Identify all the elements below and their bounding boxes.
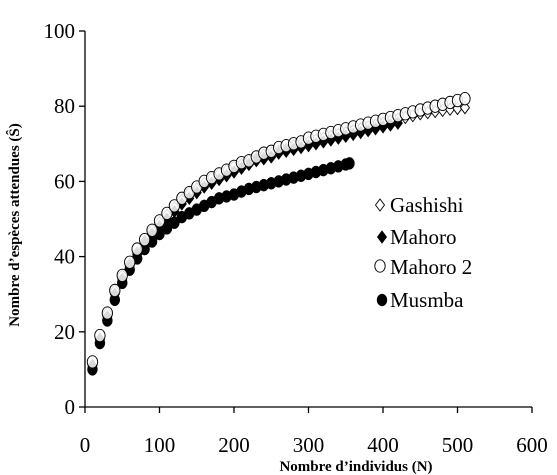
x-tick-label: 600 <box>516 433 548 457</box>
x-axis-title: Nombre d’individus (N) <box>279 459 432 475</box>
x-tick-label: 400 <box>367 433 399 457</box>
series-mahoro-2 <box>86 92 471 369</box>
data-point <box>94 328 106 343</box>
x-tick-label: 100 <box>144 433 176 457</box>
data-point <box>116 268 128 283</box>
legend: Gashishi Mahoro Mahoro 2 Musmba <box>374 193 472 312</box>
data-point <box>161 206 173 221</box>
legend-item: Gashishi <box>374 193 464 217</box>
series-layer <box>86 92 471 376</box>
x-tick-label: 300 <box>293 433 325 457</box>
legend-marker <box>374 198 386 212</box>
y-tick-label: 60 <box>54 169 75 193</box>
legend-label: Musmba <box>390 288 464 312</box>
data-point <box>131 242 143 256</box>
data-point <box>153 214 166 228</box>
x-ticks: 0 100 200 300 400 500 600 <box>80 407 548 457</box>
y-tick-label: 0 <box>65 395 76 419</box>
data-point <box>146 223 158 237</box>
data-point <box>86 355 99 369</box>
legend-label: Mahoro 2 <box>390 255 472 279</box>
x-tick-label: 500 <box>442 433 474 457</box>
data-point <box>138 233 151 247</box>
y-ticks: 0 20 40 60 80 100 <box>44 19 85 419</box>
data-point <box>344 157 355 170</box>
data-point <box>169 216 180 230</box>
y-tick-label: 20 <box>54 320 75 344</box>
data-point <box>459 92 471 106</box>
data-point <box>101 306 114 320</box>
y-tick-label: 80 <box>54 94 75 118</box>
y-tick-label: 40 <box>54 245 75 269</box>
legend-item: Musmba <box>376 288 464 312</box>
legend-marker <box>376 230 388 244</box>
legend-label: Mahoro <box>390 225 457 249</box>
data-point <box>161 222 173 235</box>
data-point <box>168 199 181 213</box>
axes <box>84 31 532 408</box>
x-tick-label: 0 <box>80 433 91 457</box>
legend-marker <box>374 259 386 273</box>
y-tick-label: 100 <box>44 19 76 43</box>
y-axis-title: Nombre d’espèces attendues (Ŝ) <box>6 123 23 326</box>
legend-label: Gashishi <box>390 193 464 217</box>
data-point <box>109 283 121 298</box>
legend-item: Mahoro 2 <box>374 255 472 279</box>
legend-item: Mahoro <box>376 225 457 249</box>
x-tick-label: 200 <box>218 433 250 457</box>
legend-marker <box>376 293 388 307</box>
data-point <box>124 255 136 269</box>
